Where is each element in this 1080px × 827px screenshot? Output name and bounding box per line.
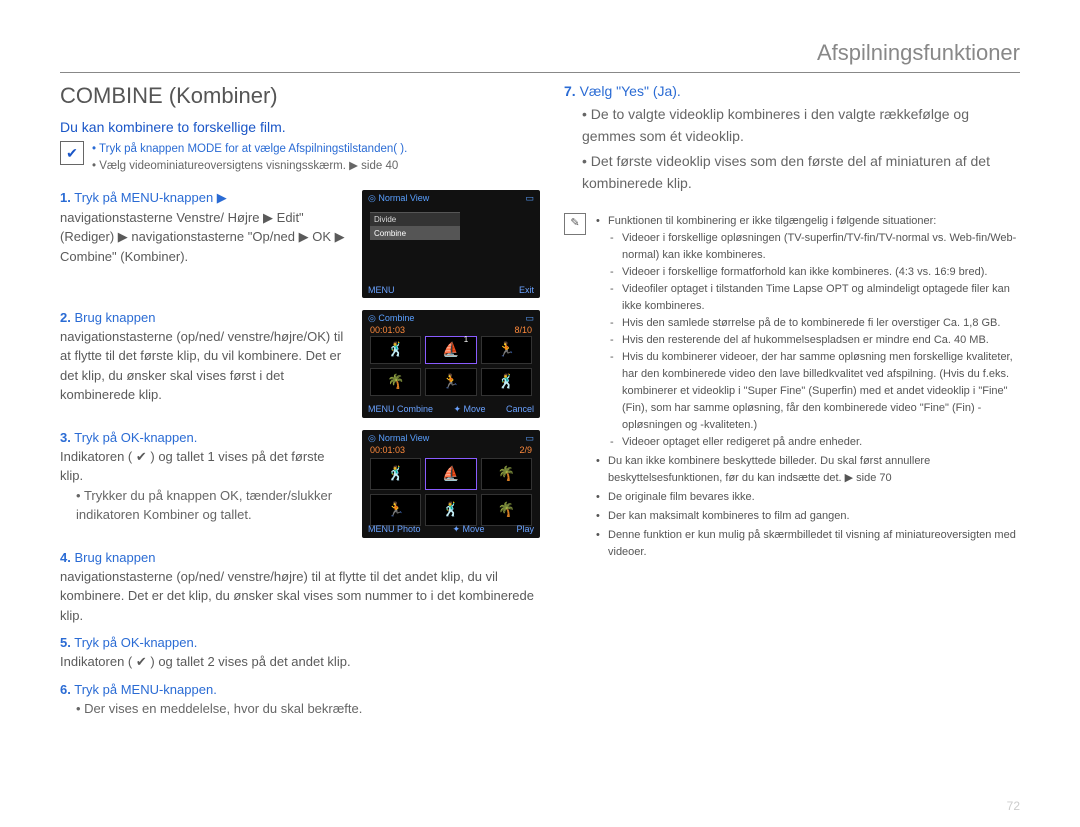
subnote-0: Videoer i forskellige opløsningen (TV-su… <box>608 230 1020 264</box>
step6-head: Tryk på MENU-knappen. <box>74 682 217 697</box>
step2-body: navigationstasterne (op/ned/ venstre/høj… <box>60 327 350 405</box>
thumb3-foot-mid: Move <box>463 524 485 534</box>
subnote-4: Hvis den resterende del af hukommelsespl… <box>608 332 1020 349</box>
page-subtitle: Du kan kombinere to forskellige film. <box>60 119 540 135</box>
pencil-icon: ✎ <box>564 213 586 235</box>
step4-num: 4. <box>60 550 71 565</box>
check-icon: ✔ <box>60 141 84 165</box>
step6-sub1: Der vises en meddelelse, hvor du skal be… <box>84 701 362 716</box>
note-4: Denne funktion er kun mulig på skærmbill… <box>596 527 1020 561</box>
step1-body: navigationstasterne Venstre/ Højre ▶ Edi… <box>60 208 350 267</box>
subnote-5: Hvis du kombinerer videoer, der har samm… <box>608 349 1020 434</box>
note-3: Der kan maksimalt kombineres to film ad … <box>596 508 1020 525</box>
thumb3-count: 2/9 <box>519 445 532 455</box>
thumb2-title: Combine <box>378 313 414 323</box>
step5-num: 5. <box>60 635 71 650</box>
thumb1-menu-combine: Combine <box>370 226 460 240</box>
thumbnail-normal-view-2: ◎ Normal View▭ 00:01:03 2/9 🕺⛵🌴 🏃🕺🌴 MENU… <box>362 430 540 538</box>
step5-body: Indikatoren ( ✔ ) og tallet 2 vises på d… <box>60 652 540 672</box>
section-title: Afspilningsfunktioner <box>60 40 1020 72</box>
step3-num: 3. <box>60 430 71 445</box>
step3-body: Indikatoren ( ✔ ) og tallet 1 vises på d… <box>60 447 350 486</box>
step2-head: Brug knappen <box>74 310 155 325</box>
thumb1-menu-divide: Divide <box>370 212 460 226</box>
thumb1-title: Normal View <box>378 193 429 203</box>
step3-head: Tryk på OK-knappen. <box>74 430 197 445</box>
thumb3-time: 00:01:03 <box>370 445 405 455</box>
subnote-1: Videoer i forskellige formatforhold kan … <box>608 264 1020 281</box>
step4-body: navigationstasterne (op/ned/ venstre/høj… <box>60 567 540 626</box>
step1-num: 1. <box>60 190 71 205</box>
page-title: COMBINE (Kombiner) <box>60 83 540 109</box>
intro-box: ✔ • Tryk på knappen MODE for at vælge Af… <box>60 141 540 176</box>
step7-b2: Det første videoklip vises som den først… <box>582 150 1020 195</box>
subnote-6: Videoer optaget eller redigeret på andre… <box>608 434 1020 451</box>
step7-num: 7. <box>564 83 576 99</box>
header-divider <box>60 72 1020 73</box>
intro-line-2: Vælg videominiatureoversigtens visningss… <box>99 160 398 172</box>
step7-head: Vælg "Yes" (Ja). <box>580 83 681 99</box>
thumbnail-normal-view: ◎ Normal View▭ Divide Combine MENUExit <box>362 190 540 298</box>
note-2: De originale film bevares ikke. <box>596 489 1020 506</box>
subnote-2: Videofiler optaget i tilstanden Time Lap… <box>608 281 1020 315</box>
note-1: Du kan ikke kombinere beskyttede billede… <box>596 453 1020 487</box>
step6-num: 6. <box>60 682 71 697</box>
intro-line-1: Tryk på knappen MODE for at vælge Afspil… <box>99 143 407 155</box>
thumb2-time: 00:01:03 <box>370 325 405 335</box>
thumbnail-combine-grid: ◎ Combine▭ 00:01:03 8/10 🕺⛵1🏃 🌴🏃🕺 MENU C… <box>362 310 540 418</box>
thumb2-count: 8/10 <box>514 325 532 335</box>
thumb2-foot-right: Cancel <box>506 404 534 415</box>
subnote-3: Hvis den samlede størrelse på de to komb… <box>608 315 1020 332</box>
page-number: 72 <box>1007 799 1020 813</box>
thumb3-foot-right: Play <box>516 524 534 535</box>
note-0: Funktionen til kombinering er ikke tilgæ… <box>608 215 936 227</box>
thumb2-foot-left: MENU Combine <box>368 404 433 415</box>
thumb2-foot-mid: Move <box>464 404 486 414</box>
note-box: ✎ Funktionen til kombinering er ikke til… <box>564 213 1020 564</box>
step7-b1: De to valgte videoklip kombineres i den … <box>582 103 1020 148</box>
step5-head: Tryk på OK-knappen. <box>74 635 197 650</box>
step1-head: Tryk på MENU-knappen ▶ <box>74 190 227 205</box>
thumb1-foot-left: MENU <box>368 285 395 295</box>
step3-sub1: Trykker du på knappen OK, tænder/slukker… <box>76 488 332 523</box>
thumb3-foot-left: MENU Photo <box>368 524 421 535</box>
step4-head: Brug knappen <box>74 550 155 565</box>
step2-num: 2. <box>60 310 71 325</box>
thumb3-title: Normal View <box>378 433 429 443</box>
thumb1-foot-right: Exit <box>519 285 534 295</box>
